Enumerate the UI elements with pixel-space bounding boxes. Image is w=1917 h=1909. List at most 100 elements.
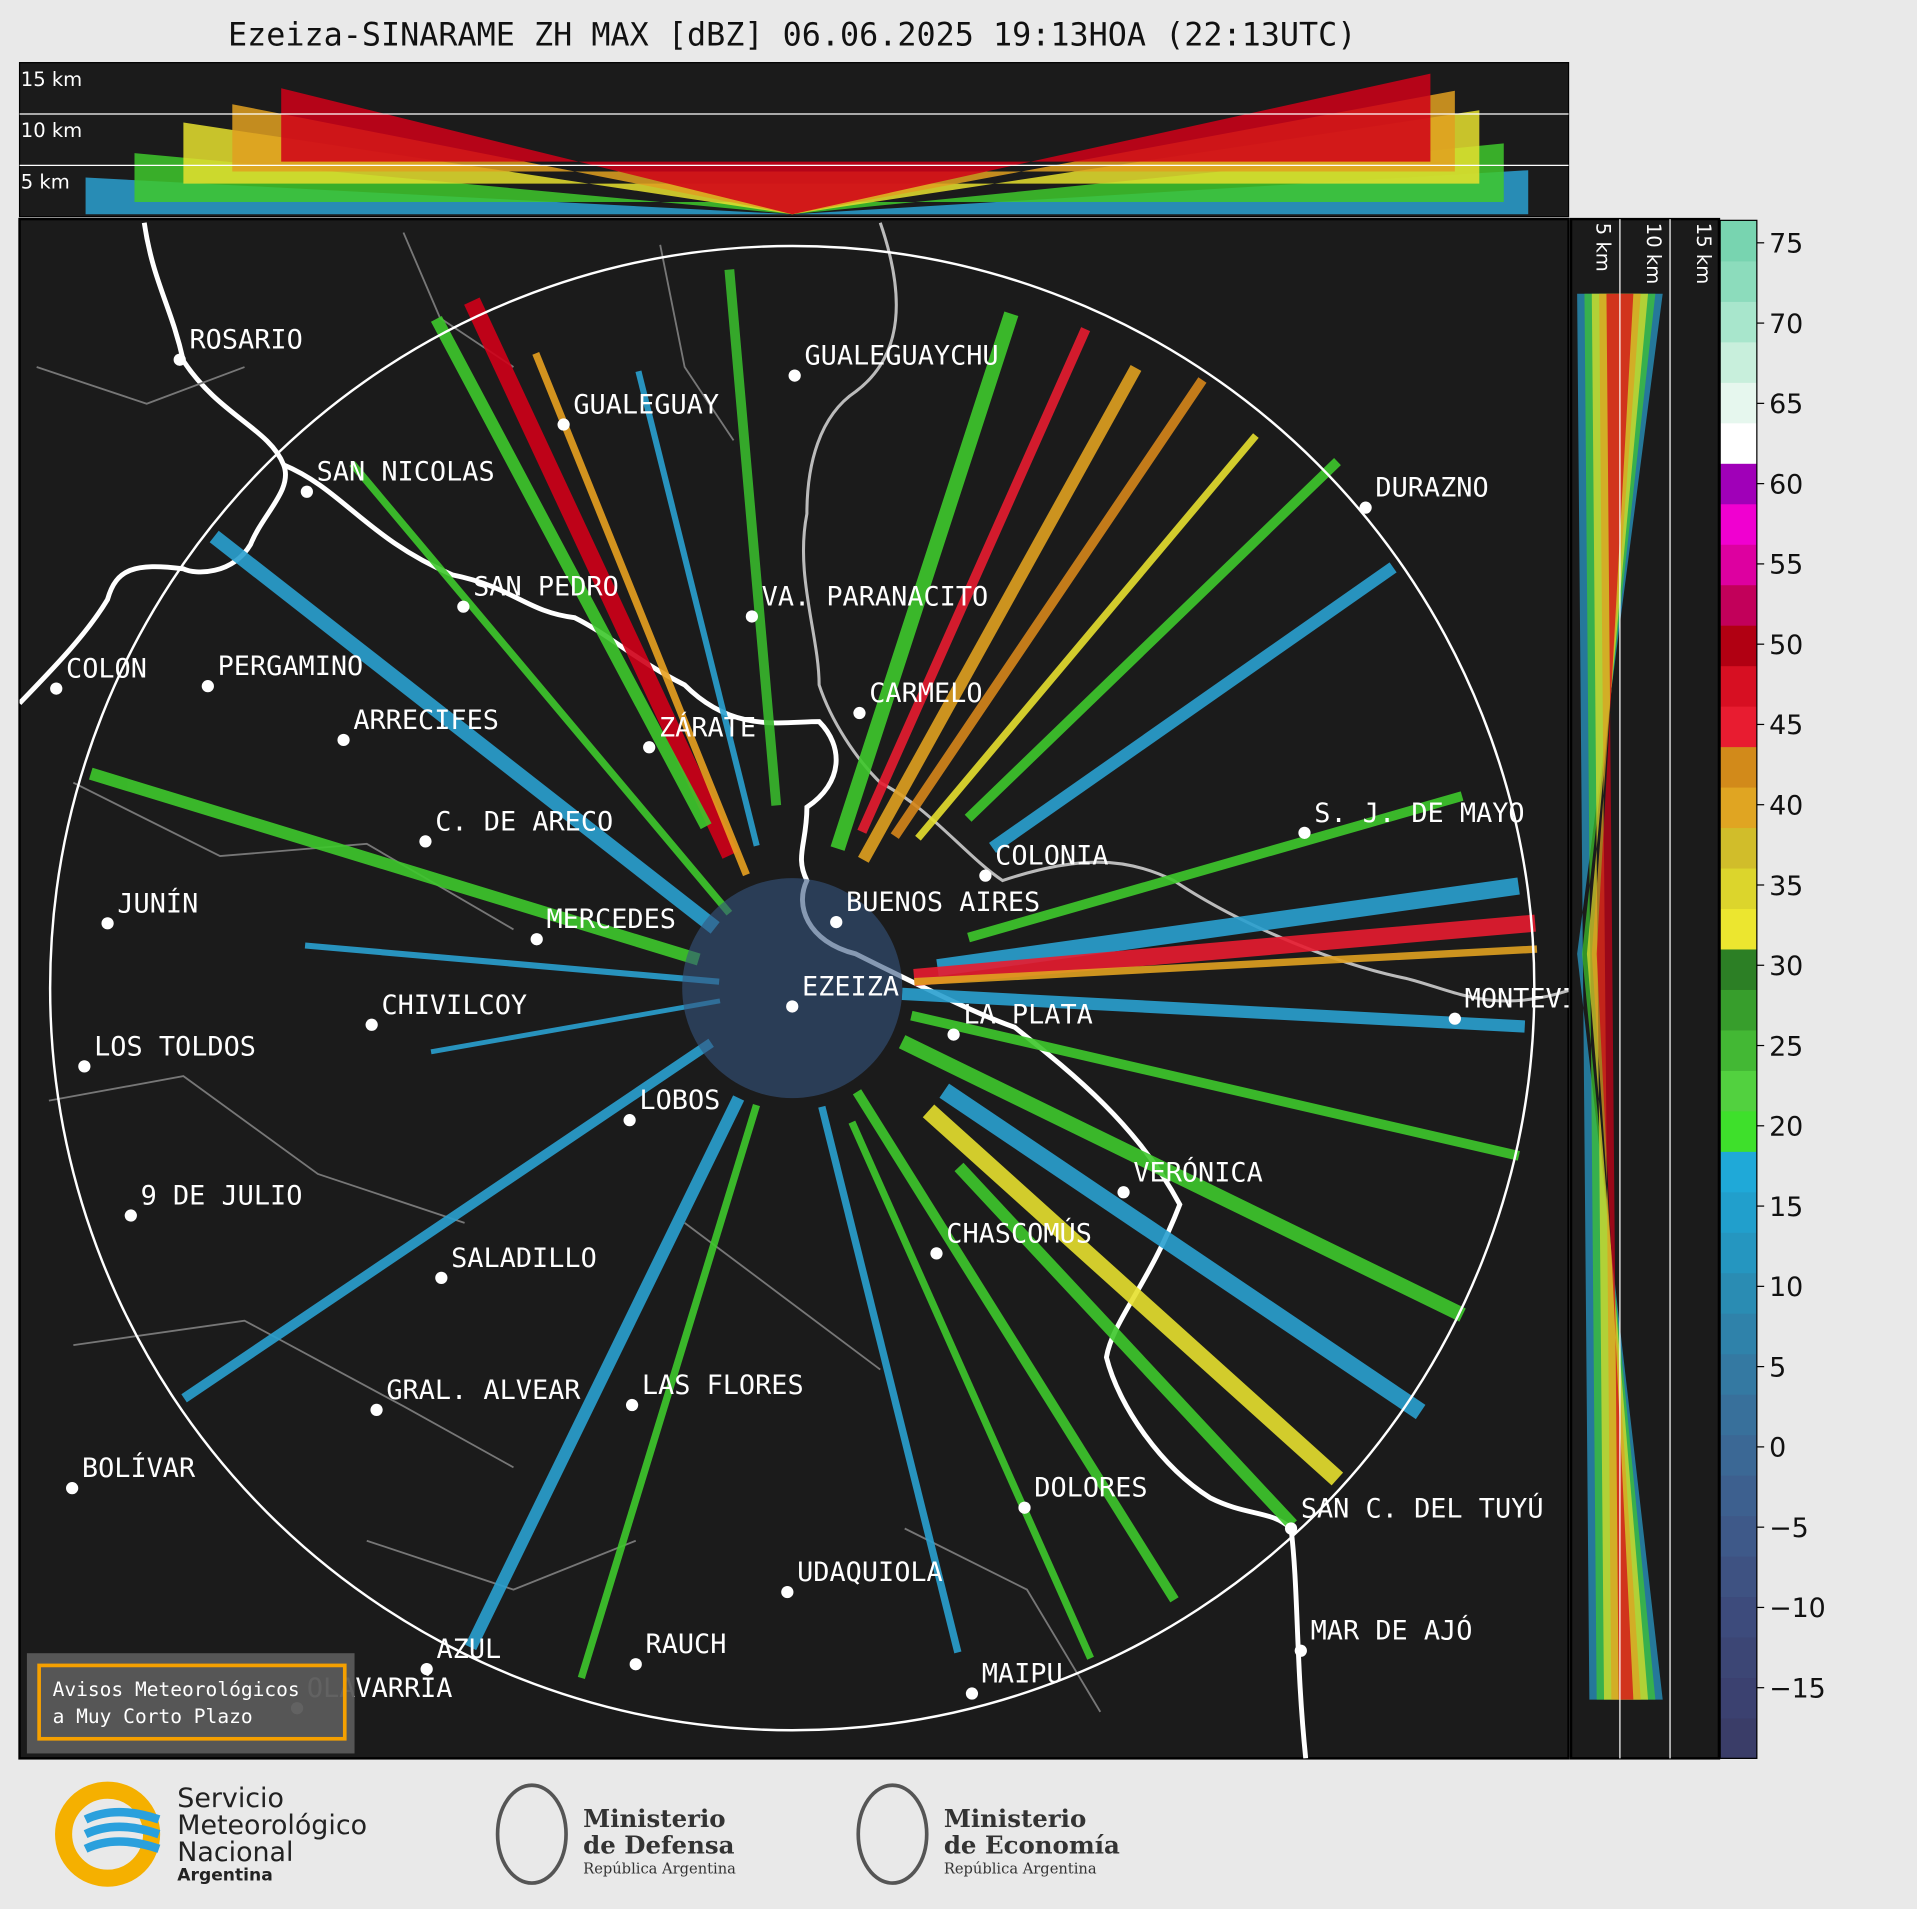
colorbar-tick-label: 20	[1769, 1112, 1803, 1143]
city-label: LOBOS	[639, 1085, 720, 1116]
colorbar-band	[1720, 220, 1757, 262]
colorbar-tick-label: 70	[1769, 309, 1803, 340]
echo-ray	[88, 767, 701, 966]
city-label: S. J. DE MAYO	[1314, 798, 1524, 829]
city-label: GUALEGUAY	[573, 390, 719, 421]
defensa-logo: Ministerio de Defensa República Argentin…	[495, 1783, 736, 1885]
colorbar-band	[1720, 382, 1757, 424]
city-dot	[830, 915, 843, 929]
echo-band	[85, 170, 1529, 215]
echo-ray	[936, 877, 1520, 977]
city-label: DURAZNO	[1375, 473, 1488, 504]
city-dot	[1359, 501, 1372, 514]
colorbar-band	[1720, 1110, 1757, 1152]
colorbar-tick-label: 40	[1769, 790, 1803, 821]
city-label: GRAL. ALVEAR	[386, 1375, 581, 1406]
top-cross-section	[85, 73, 1529, 215]
economia-logo: Ministerio de Economía República Argenti…	[856, 1783, 1120, 1885]
echo-ray	[989, 562, 1397, 853]
height-label: 10 km	[21, 119, 82, 142]
echo-ray	[430, 998, 721, 1055]
city-label: DOLORES	[1034, 1473, 1147, 1504]
city-label: GUALEGUAYCHU	[804, 341, 998, 372]
echo-ray	[430, 315, 712, 830]
title: Ezeiza-SINARAME ZH MAX [dBZ] 06.06.2025 …	[228, 18, 1356, 54]
logo-text: Ministerio	[944, 1804, 1086, 1833]
city-dot	[965, 1687, 979, 1700]
colorbar-tick-label: −10	[1769, 1593, 1826, 1624]
colorbar-tick-label: −5	[1769, 1513, 1809, 1544]
colorbar-band	[1720, 989, 1757, 1031]
city-dot	[201, 680, 214, 693]
city-label: SAN NICOLAS	[317, 457, 495, 488]
city-dot	[557, 418, 570, 431]
city-dot	[625, 1398, 639, 1412]
map: ROSARIO GUALEGUAYCHU GUALEGUAY SAN NICOLAS D…	[19, 222, 1627, 1759]
city-dot	[365, 1018, 378, 1031]
city-label: ARRECIFES	[353, 705, 499, 736]
logo-text: de Defensa	[583, 1831, 734, 1860]
echo-ray	[577, 1103, 760, 1679]
colorbar-band	[1720, 827, 1757, 869]
city-label: CARMELO	[869, 678, 982, 709]
height-label: 15 km	[21, 68, 82, 91]
city-dot	[50, 682, 63, 695]
city-dot	[629, 1658, 642, 1671]
echo-ray	[464, 297, 738, 859]
notice-text[interactable]: Avisos Meteorológicos	[53, 1678, 300, 1701]
echo-ray	[967, 791, 1464, 943]
colorbar-tick-label: −15	[1769, 1673, 1826, 1704]
height-label: 5 km	[21, 171, 70, 194]
city-label: LOS TOLDOS	[94, 1031, 256, 1062]
city-label: VA. PARANACITO	[762, 581, 989, 612]
range-ring	[48, 244, 1536, 1732]
city-label: COLONIA	[995, 841, 1108, 872]
echo-ray	[901, 987, 1526, 1033]
city-label: SAN PEDRO	[473, 572, 619, 603]
colorbar-band	[1720, 1717, 1757, 1759]
city-label: BUENOS AIRES	[846, 887, 1040, 918]
colorbar-frame	[1719, 219, 1758, 1759]
colorbar-band	[1720, 1434, 1757, 1476]
echo-ray	[857, 327, 1091, 834]
colorbar-band	[1720, 1232, 1757, 1274]
colorbar-tick-label: 15	[1769, 1192, 1803, 1223]
city-label: AZUL	[436, 1634, 501, 1665]
side-cross-section	[1577, 293, 1663, 1700]
city-label: MONTEVIDEO	[1465, 984, 1627, 1015]
radar-echoes	[88, 269, 1538, 1679]
colorbar-tick-label: 25	[1769, 1031, 1803, 1062]
echo-ray	[349, 461, 733, 916]
colorbar-band	[1720, 786, 1757, 829]
colorbar-band	[1720, 746, 1757, 788]
city-label: CHASCOMÚS	[946, 1217, 1092, 1249]
colorbar-band	[1720, 544, 1757, 586]
notice-frame[interactable]	[37, 1663, 347, 1741]
colorbar-band	[1720, 422, 1757, 464]
city-dot	[530, 933, 543, 946]
colorbar-band	[1720, 463, 1757, 505]
logo-text: Nacional	[177, 1837, 293, 1868]
echo-ray	[532, 351, 750, 877]
city-dot	[745, 610, 758, 623]
colorbar: −15 −10 −5 0 5 10 15 20 25 30 35 40 45 50 55 60 65 70 75	[1719, 219, 1826, 1759]
echo-ray	[818, 1105, 962, 1654]
colorbar-band	[1720, 867, 1757, 910]
logo-text: Ministerio	[583, 1804, 725, 1833]
colorbar-band	[1720, 1070, 1757, 1112]
colorbar-band	[1720, 1475, 1757, 1517]
city-label: JUNÍN	[117, 887, 198, 919]
colorbar-band	[1720, 301, 1757, 343]
colorbar-tick-label: 60	[1769, 469, 1803, 500]
city-label: MAR DE AJÓ	[1311, 1615, 1473, 1647]
city-label: BOLÍVAR	[82, 1452, 196, 1484]
city-dot	[979, 869, 992, 882]
echo-ray	[910, 1010, 1520, 1161]
city-label: SALADILLO	[451, 1243, 597, 1274]
city-dot	[1018, 1501, 1031, 1514]
smn-logo: Servicio Meteorológico Nacional Argentin…	[55, 1781, 367, 1887]
logo-text: Meteorológico	[177, 1810, 367, 1841]
notice-text[interactable]: a Muy Corto Plazo	[53, 1705, 253, 1728]
city-dot	[786, 1000, 799, 1013]
